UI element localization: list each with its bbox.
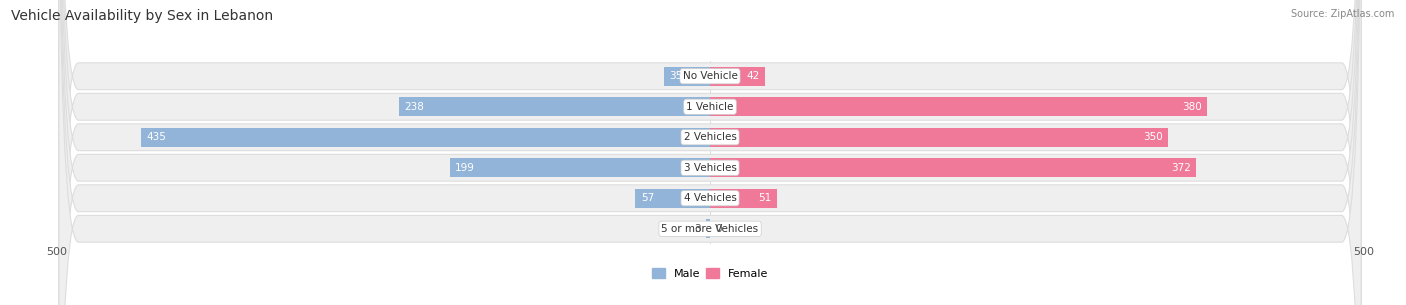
Text: 51: 51 xyxy=(758,193,772,203)
Bar xyxy=(141,128,710,147)
Bar xyxy=(399,97,710,116)
FancyBboxPatch shape xyxy=(59,0,1361,305)
Bar xyxy=(636,189,710,208)
Text: No Vehicle: No Vehicle xyxy=(682,71,738,81)
Bar xyxy=(710,189,776,208)
Text: Vehicle Availability by Sex in Lebanon: Vehicle Availability by Sex in Lebanon xyxy=(11,9,273,23)
Bar xyxy=(710,97,1206,116)
Text: 350: 350 xyxy=(1143,132,1163,142)
Legend: Male, Female: Male, Female xyxy=(651,268,769,279)
Text: 199: 199 xyxy=(456,163,475,173)
Text: 1 Vehicle: 1 Vehicle xyxy=(686,102,734,112)
FancyBboxPatch shape xyxy=(59,0,1361,305)
Text: 0: 0 xyxy=(716,224,721,234)
Bar xyxy=(706,219,710,238)
Bar xyxy=(450,158,710,177)
Text: 4 Vehicles: 4 Vehicles xyxy=(683,193,737,203)
Text: 372: 372 xyxy=(1171,163,1191,173)
Bar xyxy=(710,67,765,86)
Text: 435: 435 xyxy=(146,132,166,142)
Text: 2 Vehicles: 2 Vehicles xyxy=(683,132,737,142)
FancyBboxPatch shape xyxy=(59,0,1361,305)
Bar xyxy=(710,128,1167,147)
Text: Source: ZipAtlas.com: Source: ZipAtlas.com xyxy=(1291,9,1395,19)
Bar xyxy=(664,67,710,86)
Text: 380: 380 xyxy=(1182,102,1202,112)
FancyBboxPatch shape xyxy=(59,0,1361,305)
FancyBboxPatch shape xyxy=(59,0,1361,305)
Text: 57: 57 xyxy=(641,193,654,203)
Text: 3: 3 xyxy=(695,224,700,234)
Text: 5 or more Vehicles: 5 or more Vehicles xyxy=(661,224,759,234)
Text: 35: 35 xyxy=(669,71,683,81)
FancyBboxPatch shape xyxy=(59,0,1361,305)
Text: 42: 42 xyxy=(747,71,759,81)
Bar xyxy=(710,158,1197,177)
Text: 238: 238 xyxy=(404,102,425,112)
Text: 3 Vehicles: 3 Vehicles xyxy=(683,163,737,173)
